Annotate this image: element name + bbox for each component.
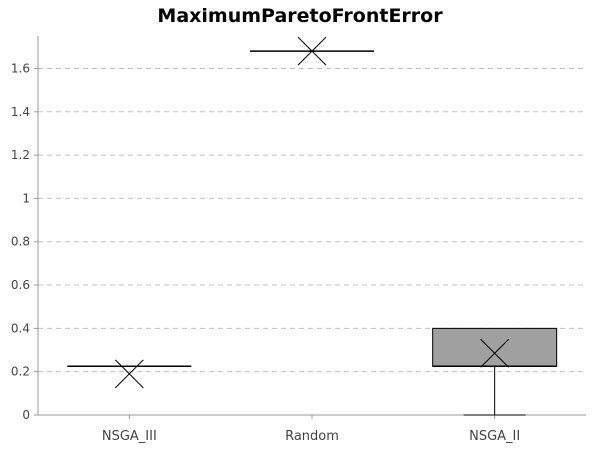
mean-marker [114, 359, 144, 389]
x-category-label: NSGA_II [469, 429, 520, 444]
y-tick-label: 1.2 [11, 148, 30, 162]
y-tick-label: 1.4 [11, 105, 30, 119]
y-tick-label: 1 [22, 191, 30, 205]
boxes [67, 36, 558, 416]
y-axis-ticks: 0 0.2 0.4 0.6 0.8 1 1.2 1.4 1.6 [11, 61, 38, 422]
chart-title: MaximumParetoFrontError [157, 5, 443, 27]
mean-marker [297, 36, 327, 66]
grid-lines [38, 67, 586, 373]
box-body [432, 327, 558, 367]
x-axis-labels: NSGA_III Random NSGA_II [102, 415, 520, 444]
y-tick-label: 0.6 [11, 278, 30, 292]
y-tick-label: 0 [22, 408, 30, 422]
box-random [250, 36, 374, 66]
mean-marker [480, 338, 510, 368]
y-tick-label: 0.4 [11, 321, 30, 335]
y-tick-label: 1.6 [11, 61, 30, 75]
x-category-label: Random [285, 429, 339, 444]
x-category-label: NSGA_III [102, 429, 157, 444]
box-nsga-ii [432, 327, 558, 416]
box-nsga-iii [67, 359, 192, 389]
y-tick-label: 0.8 [11, 235, 30, 249]
y-tick-label: 0.2 [11, 365, 30, 379]
